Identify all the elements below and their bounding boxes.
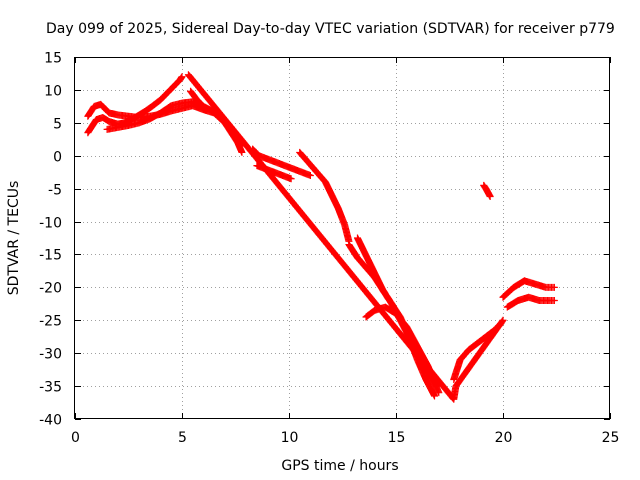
y-tick-label: -40 <box>39 413 62 429</box>
y-tick-label: 0 <box>53 150 62 166</box>
data-point <box>486 192 494 200</box>
data-point <box>549 297 557 305</box>
series-isolated <box>184 71 507 403</box>
data-points <box>84 71 558 403</box>
data-point <box>434 388 442 396</box>
y-tick-labels: -40 -35 -30 -25 -20 -15 -10 -5 0 5 10 15 <box>39 51 62 429</box>
data-point <box>498 317 506 325</box>
data-point <box>498 318 506 326</box>
x-tick-label: 25 <box>602 430 620 446</box>
series-arc-N <box>503 293 558 311</box>
x-tick-label: 10 <box>281 430 299 446</box>
y-tick-label: 5 <box>53 117 62 133</box>
y-axis-title: SDTVAR / TECUs <box>6 181 22 296</box>
data-point <box>497 319 505 327</box>
series-arc-M <box>499 277 558 301</box>
series-arc-L <box>480 181 494 201</box>
x-tick-labels: 0 5 10 15 20 25 <box>71 430 619 446</box>
data-point <box>286 174 294 182</box>
tick-marks <box>75 57 611 420</box>
data-point <box>305 171 313 179</box>
data-point <box>432 381 440 389</box>
y-tick-label: -25 <box>39 314 62 330</box>
data-point <box>430 391 438 399</box>
x-tick-label: 5 <box>178 430 187 446</box>
x-tick-label: 15 <box>388 430 406 446</box>
data-point <box>549 283 557 291</box>
y-tick-label: 15 <box>44 51 62 67</box>
x-tick-label: 20 <box>495 430 513 446</box>
y-tick-label: 10 <box>44 84 62 100</box>
y-tick-label: -5 <box>48 183 62 199</box>
grid <box>75 57 610 419</box>
y-tick-label: -15 <box>39 248 62 264</box>
data-point <box>166 103 174 111</box>
y-tick-label: -20 <box>39 281 62 297</box>
x-axis-title: GPS time / hours <box>281 458 398 474</box>
plot-frame <box>74 57 610 419</box>
x-tick-label: 0 <box>71 430 80 446</box>
y-tick-label: -30 <box>39 347 62 363</box>
y-tick-label: -10 <box>39 216 62 232</box>
series-arc-G <box>296 148 353 245</box>
chart-title: Day 099 of 2025, Sidereal Day-to-day VTE… <box>46 21 615 37</box>
y-tick-label: -35 <box>39 380 62 396</box>
data-point <box>177 74 185 82</box>
series-arc-C <box>103 98 203 133</box>
